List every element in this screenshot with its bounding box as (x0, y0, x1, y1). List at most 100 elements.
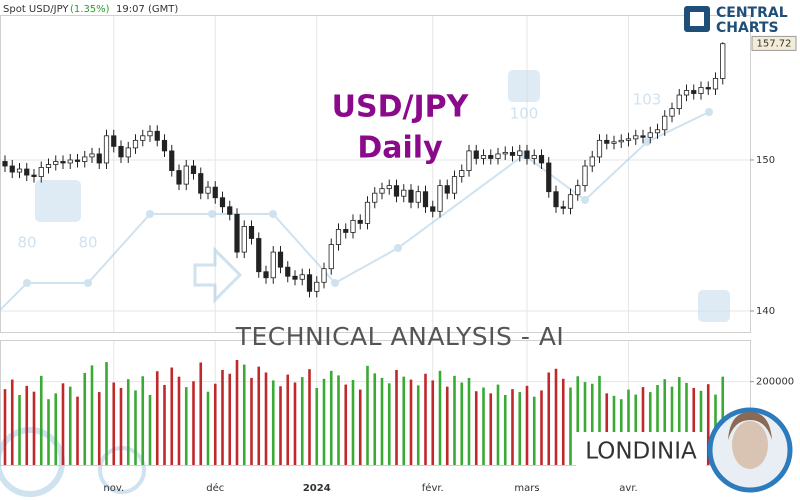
candle-body (560, 206, 566, 209)
volume-bar (438, 370, 442, 465)
candle-body (589, 156, 595, 167)
volume-bar (242, 364, 246, 465)
volume-bar (598, 375, 601, 465)
candle-body (720, 43, 726, 79)
candle-body (705, 87, 711, 90)
volume-bar (177, 376, 181, 465)
candle-body (31, 174, 37, 177)
volume-bar (590, 383, 594, 465)
volume-bar (199, 362, 203, 465)
volume-bar (366, 365, 369, 465)
candle-body (444, 185, 450, 194)
decor-number: 80 (78, 234, 97, 252)
candle-body (292, 275, 298, 280)
volume-bar (496, 384, 500, 465)
volume-bar (569, 387, 572, 465)
volume-bar (677, 377, 681, 465)
volume-bar (126, 379, 130, 465)
volume-bar (482, 387, 485, 465)
candle-body (24, 168, 30, 176)
candle-body (698, 87, 704, 94)
volume-bar (453, 375, 456, 465)
volume-bar (228, 373, 232, 465)
time: 19:07 (GMT) (116, 4, 178, 15)
volume-bar (525, 385, 529, 465)
volume-bar (97, 392, 101, 465)
candle-body (488, 155, 494, 159)
volume-bar (271, 380, 275, 465)
candle-body (401, 189, 407, 197)
volume-bar (134, 390, 137, 465)
decor-number: 100 (510, 105, 539, 123)
change: (1.35%) (70, 4, 110, 15)
candle-body (248, 226, 255, 239)
volume-bar (83, 372, 87, 465)
candle-body (357, 219, 363, 224)
volume-bar (25, 385, 29, 465)
candle-body (299, 274, 305, 280)
instrument: Spot USD/JPY (3, 4, 69, 15)
candle-body (285, 266, 291, 277)
candle-body (212, 186, 218, 199)
candle-body (393, 185, 400, 197)
decor-icon (35, 180, 81, 222)
volume-bar (605, 393, 609, 465)
candle-body (343, 229, 349, 233)
chart-title: USD/JPY (332, 90, 470, 125)
volume-bar (54, 393, 58, 465)
candle-body (16, 168, 23, 173)
candle-body (328, 244, 334, 270)
x-tick-label: mars (514, 483, 539, 494)
volume-bar (561, 378, 565, 465)
volume-bar (554, 368, 558, 465)
candle-body (60, 161, 66, 164)
volume-bar (112, 382, 116, 465)
candle-body (147, 130, 153, 137)
volume-bar (648, 392, 652, 465)
volume-bar (308, 369, 311, 465)
candle-body (531, 155, 537, 159)
volume-bar (18, 395, 21, 465)
candle-body (633, 135, 639, 140)
candle-body (683, 90, 690, 96)
volume-bar (416, 385, 420, 465)
candle-body (538, 155, 545, 164)
volume-bar (39, 375, 43, 465)
candle-body (459, 170, 465, 177)
volume-bar (170, 367, 174, 465)
candle-body (408, 189, 414, 203)
volume-bar (503, 395, 507, 465)
volume-panel (0, 340, 751, 466)
candle-body (154, 130, 160, 141)
volume-bar (235, 360, 239, 465)
candle-body (386, 185, 392, 190)
candle-body (263, 271, 269, 279)
decor-icon (508, 70, 540, 102)
x-tick-label: févr. (422, 482, 444, 494)
volume-bar (279, 386, 282, 465)
candle-body (379, 188, 385, 194)
volume-bar (641, 387, 645, 465)
candle-body (96, 153, 102, 164)
candle-body (372, 192, 378, 203)
volume-bar (634, 394, 638, 465)
candle-body (74, 159, 81, 162)
volume-bar (699, 390, 703, 465)
volume-bar (250, 377, 253, 465)
candle-body (567, 194, 574, 209)
brand-box (576, 432, 706, 470)
candle-body (132, 139, 139, 149)
volume-bar (351, 380, 355, 465)
candle-body (53, 161, 59, 165)
candle-body (466, 150, 472, 171)
volume-bar (90, 365, 94, 465)
candle-body (662, 115, 668, 131)
logo-text: CHARTS (716, 20, 779, 36)
candle-body (140, 135, 146, 141)
x-tick-label: avr. (619, 483, 637, 494)
decor-line (0, 111, 710, 311)
volume-bar (685, 382, 688, 465)
candle-body (118, 145, 124, 158)
volume-bar (692, 387, 696, 465)
